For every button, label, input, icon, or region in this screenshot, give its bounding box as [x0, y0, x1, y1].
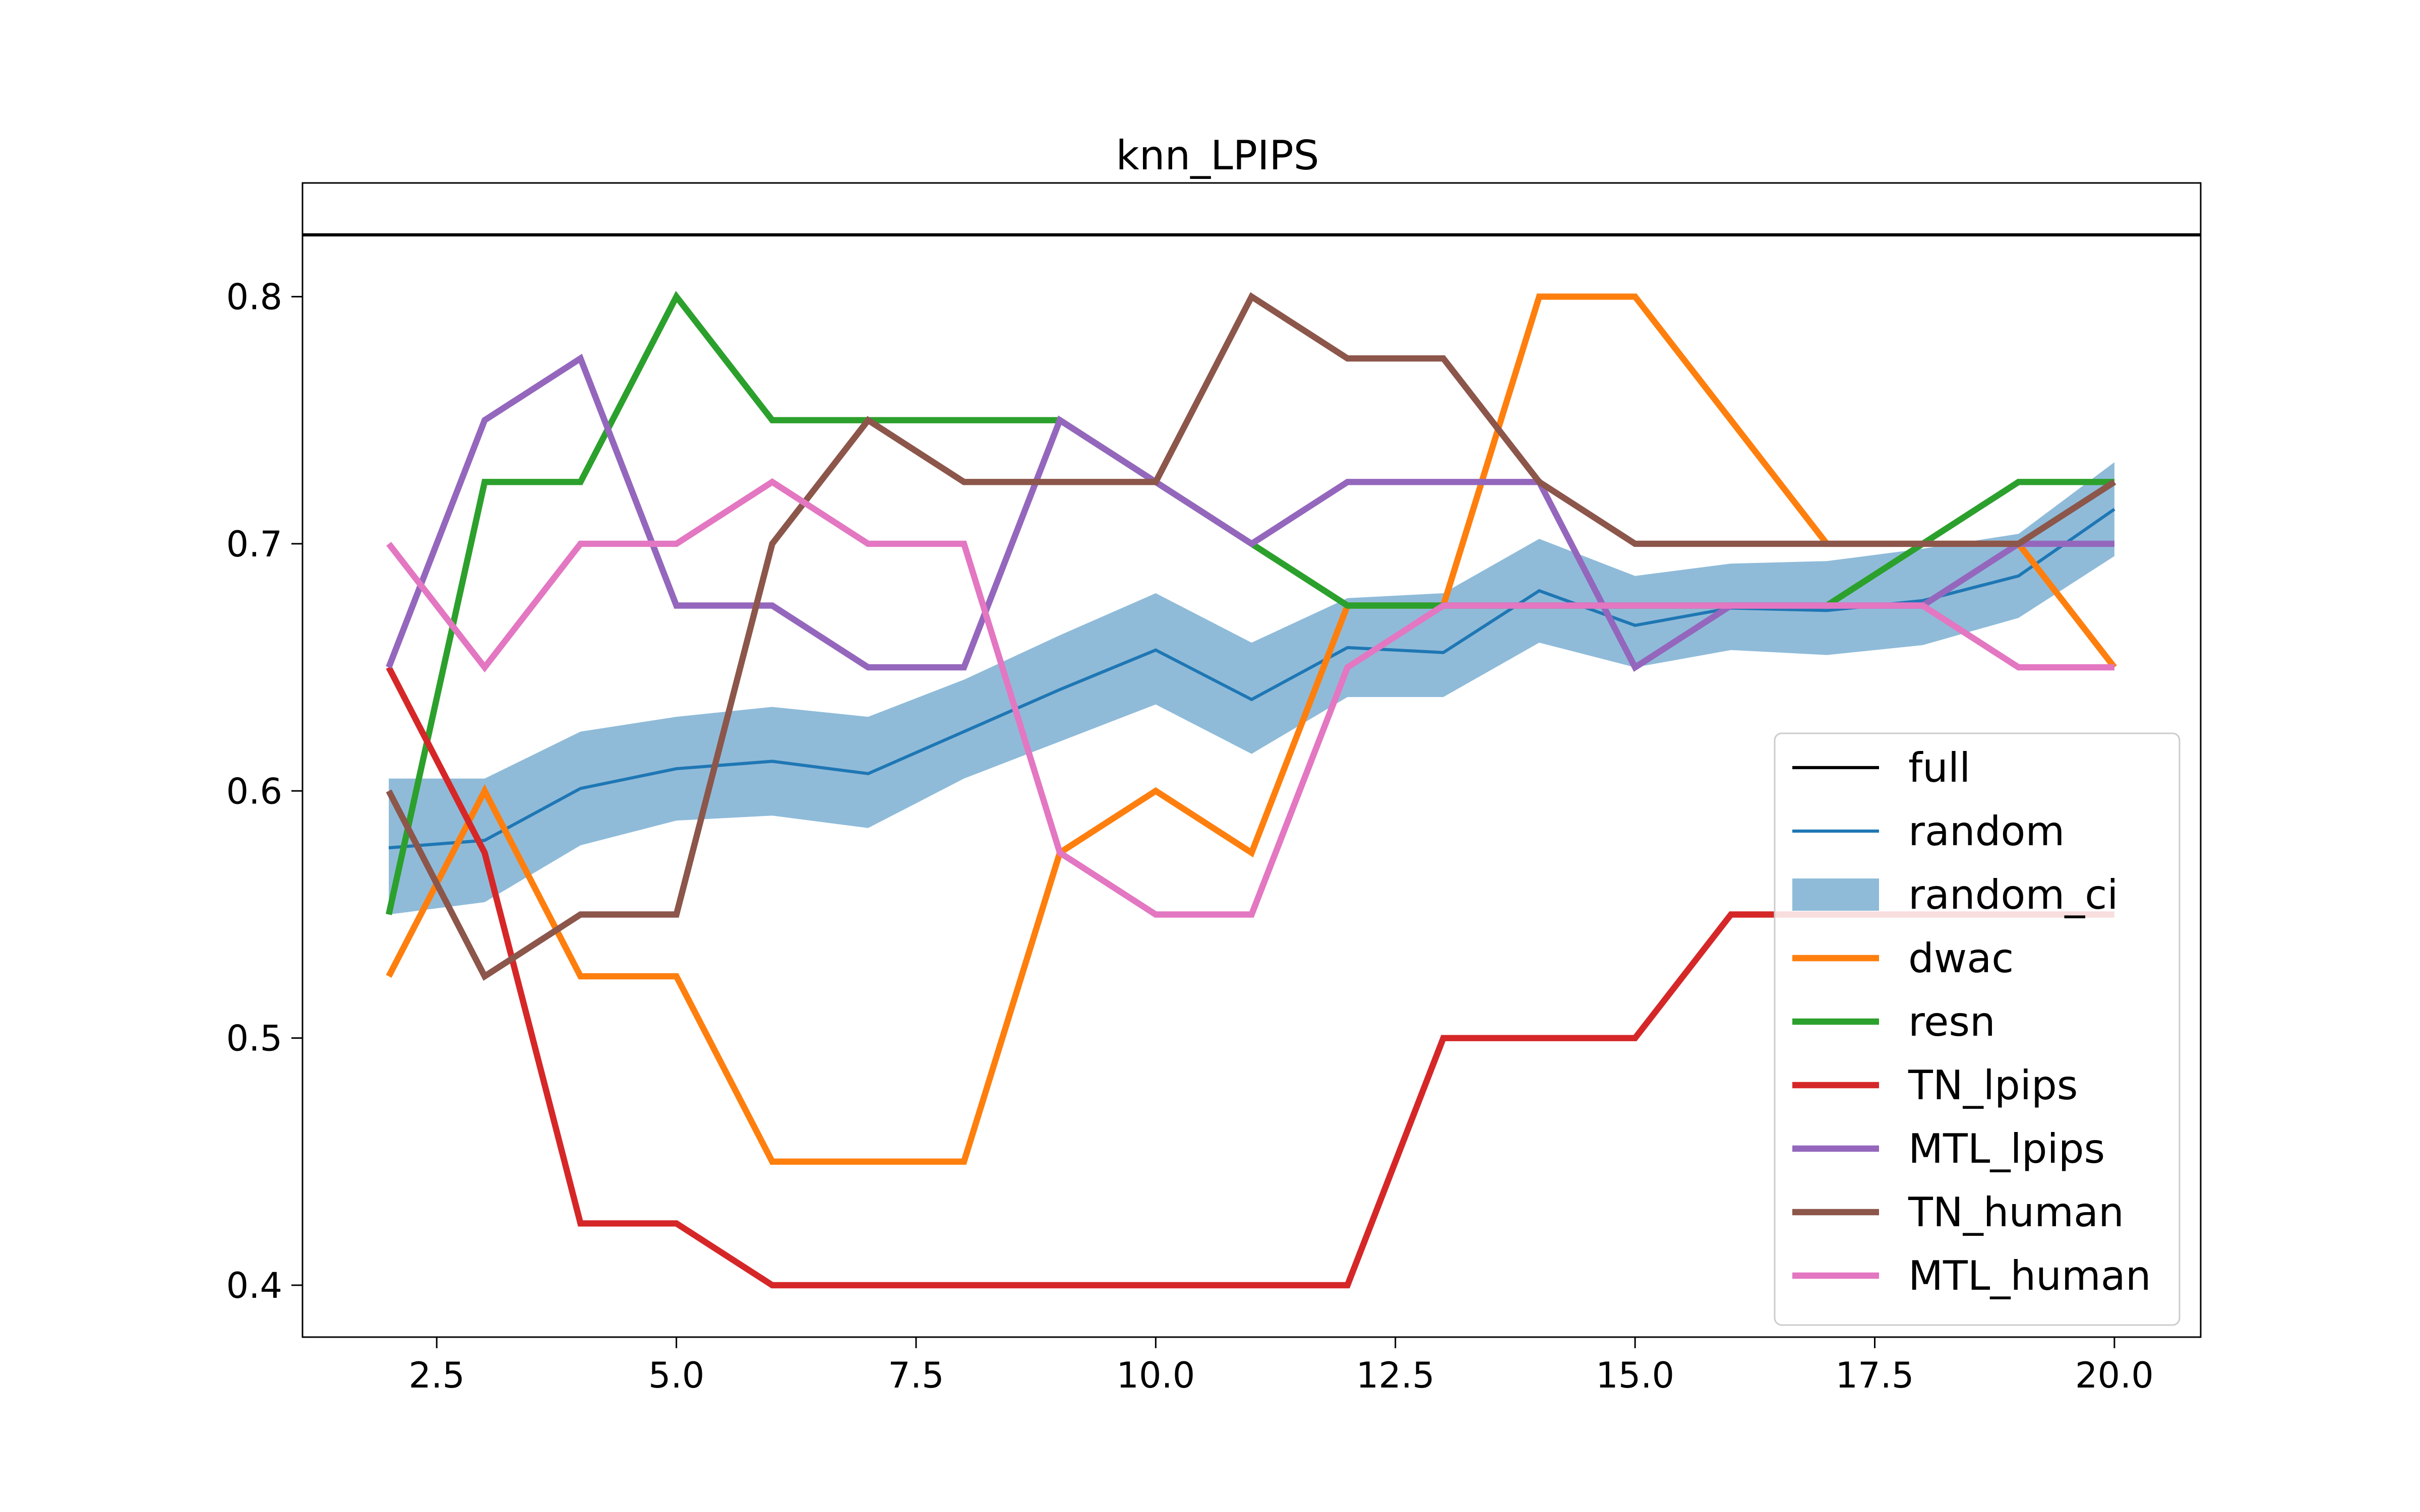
legend-label-tn-lpips: TN_lpips	[1908, 1062, 2078, 1109]
legend-label-mtl-lpips: MTL_lpips	[1908, 1125, 2105, 1172]
x-tick-label: 20.0	[2075, 1355, 2154, 1396]
y-tick-label: 0.6	[226, 771, 282, 812]
legend-label-dwac: dwac	[1908, 935, 2014, 982]
plot-area	[302, 233, 2201, 1289]
legend-label-tn-human: TN_human	[1908, 1189, 2124, 1236]
series-line-random	[388, 508, 2115, 850]
axes: 2.5 5.0 7.5 10.0 12.5 15.0 17.5 20.0 0.4 0.5 0.6 0.…	[226, 182, 2202, 1396]
legend-label-mtl-human: MTL_human	[1908, 1252, 2151, 1299]
legend-label-random: random	[1908, 808, 2065, 855]
legend-swatch-random-ci	[1792, 878, 1879, 911]
x-tick-label: 7.5	[888, 1355, 944, 1396]
y-tick-label: 0.5	[226, 1018, 282, 1059]
random-ci-band	[389, 462, 2114, 915]
x-tick-label: 2.5	[409, 1355, 465, 1396]
chart-title: knn_LPIPS	[1116, 132, 1319, 179]
y-tick-label: 0.8	[226, 277, 282, 318]
x-tick-label: 10.0	[1116, 1355, 1195, 1396]
series-line-tn-human	[386, 292, 2116, 981]
x-tick-label: 5.0	[648, 1355, 704, 1396]
legend-label-resn: resn	[1908, 998, 1995, 1045]
axes-frame	[301, 182, 2202, 1338]
x-tick-label: 17.5	[1836, 1355, 1914, 1396]
x-tick-label: 15.0	[1596, 1355, 1674, 1396]
y-tick-label: 0.7	[226, 524, 282, 565]
x-tick-label: 12.5	[1356, 1355, 1435, 1396]
y-tick-label: 0.4	[226, 1265, 282, 1306]
legend-label-full: full	[1908, 744, 1970, 791]
series-line-mtl-human	[386, 478, 2114, 918]
legend-label-random-ci: random_ci	[1908, 871, 2118, 918]
